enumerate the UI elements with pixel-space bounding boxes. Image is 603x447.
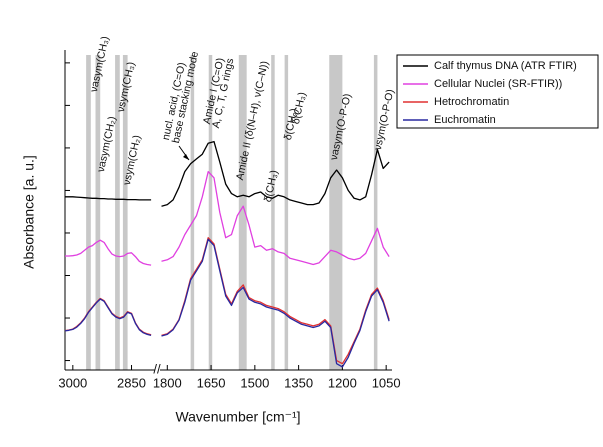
band	[238, 55, 247, 370]
legend-label: Hetrochromatin	[434, 96, 509, 108]
series-line	[64, 298, 152, 337]
series-line	[161, 238, 390, 368]
x-tick-label: 1350	[284, 375, 313, 390]
band	[190, 55, 195, 370]
band	[271, 55, 275, 370]
annotation: δ(CH₃)	[262, 169, 280, 203]
x-tick-label: 3000	[58, 375, 87, 390]
series-line	[161, 237, 390, 365]
band	[373, 55, 378, 370]
legend-label: Euchromatin	[434, 114, 496, 126]
x-tick-label: 1050	[372, 375, 401, 390]
annotation-arrow-head	[183, 154, 189, 160]
x-tick-label: 1800	[153, 375, 182, 390]
x-tick-label: 1650	[197, 375, 226, 390]
series-line	[161, 170, 390, 266]
series-line	[65, 196, 152, 201]
legend-label: Cellular Nuclei (SR-FTIR))	[434, 78, 562, 90]
series-line	[65, 239, 152, 266]
axis-break: //	[153, 361, 161, 376]
band	[86, 55, 91, 370]
bands	[86, 55, 378, 370]
x-tick-label: 2850	[117, 375, 146, 390]
band	[115, 55, 120, 370]
annotation: δ(CH₃)	[290, 91, 308, 125]
series-line	[161, 140, 390, 207]
annotation: νasym(CH₃)	[88, 35, 112, 93]
band	[329, 55, 343, 370]
y-axis-label: Absorbance [a. u.]	[21, 155, 37, 269]
series-line	[64, 297, 152, 336]
x-tick-label: 1200	[328, 375, 357, 390]
band	[208, 55, 213, 370]
band	[95, 55, 101, 370]
band	[284, 55, 289, 370]
legend-label: Calf thymus DNA (ATR FTIR)	[434, 60, 577, 72]
x-axis-label: Wavenumber [cm⁻¹]	[175, 409, 300, 425]
band	[122, 55, 128, 370]
x-tick-label: 1500	[240, 375, 269, 390]
legend-box	[396, 54, 599, 129]
